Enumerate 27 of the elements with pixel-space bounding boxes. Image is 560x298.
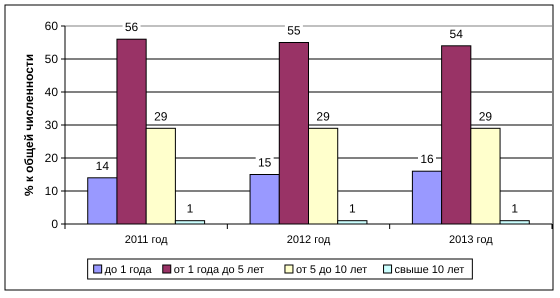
data-label: 14 <box>96 158 110 173</box>
x-tick-label: 2011 год <box>124 234 168 246</box>
data-label: 16 <box>420 152 434 166</box>
y-tick-label: 60 <box>44 19 58 33</box>
y-axis-title: % к общей численности <box>22 54 36 196</box>
legend-label: от 5 до 10 лет <box>296 264 368 276</box>
data-label: 29 <box>154 109 168 124</box>
legend-label: до 1 года <box>104 264 152 276</box>
data-label: 29 <box>478 109 492 124</box>
data-label: 29 <box>316 109 330 124</box>
y-tick-label: 10 <box>44 184 58 198</box>
data-label: 15 <box>258 156 272 170</box>
x-tick-label: 2012 год <box>286 234 331 246</box>
y-tick-label: 50 <box>44 52 58 66</box>
legend-label: от 1 года до 5 лет <box>174 264 264 276</box>
legend-label: свыше 10 лет <box>394 264 464 276</box>
data-label: 55 <box>287 24 301 38</box>
y-tick-label: 30 <box>44 118 58 132</box>
y-tick-label: 0 <box>51 217 58 231</box>
data-label: 1 <box>511 202 518 216</box>
y-tick-label: 40 <box>44 85 58 99</box>
x-tick-label: 2013 год <box>449 234 494 246</box>
data-label: 54 <box>450 26 464 41</box>
data-label: 1 <box>348 202 356 216</box>
data-label: 1 <box>186 202 194 216</box>
y-tick-label: 20 <box>44 151 58 165</box>
data-label: 56 <box>124 20 139 34</box>
